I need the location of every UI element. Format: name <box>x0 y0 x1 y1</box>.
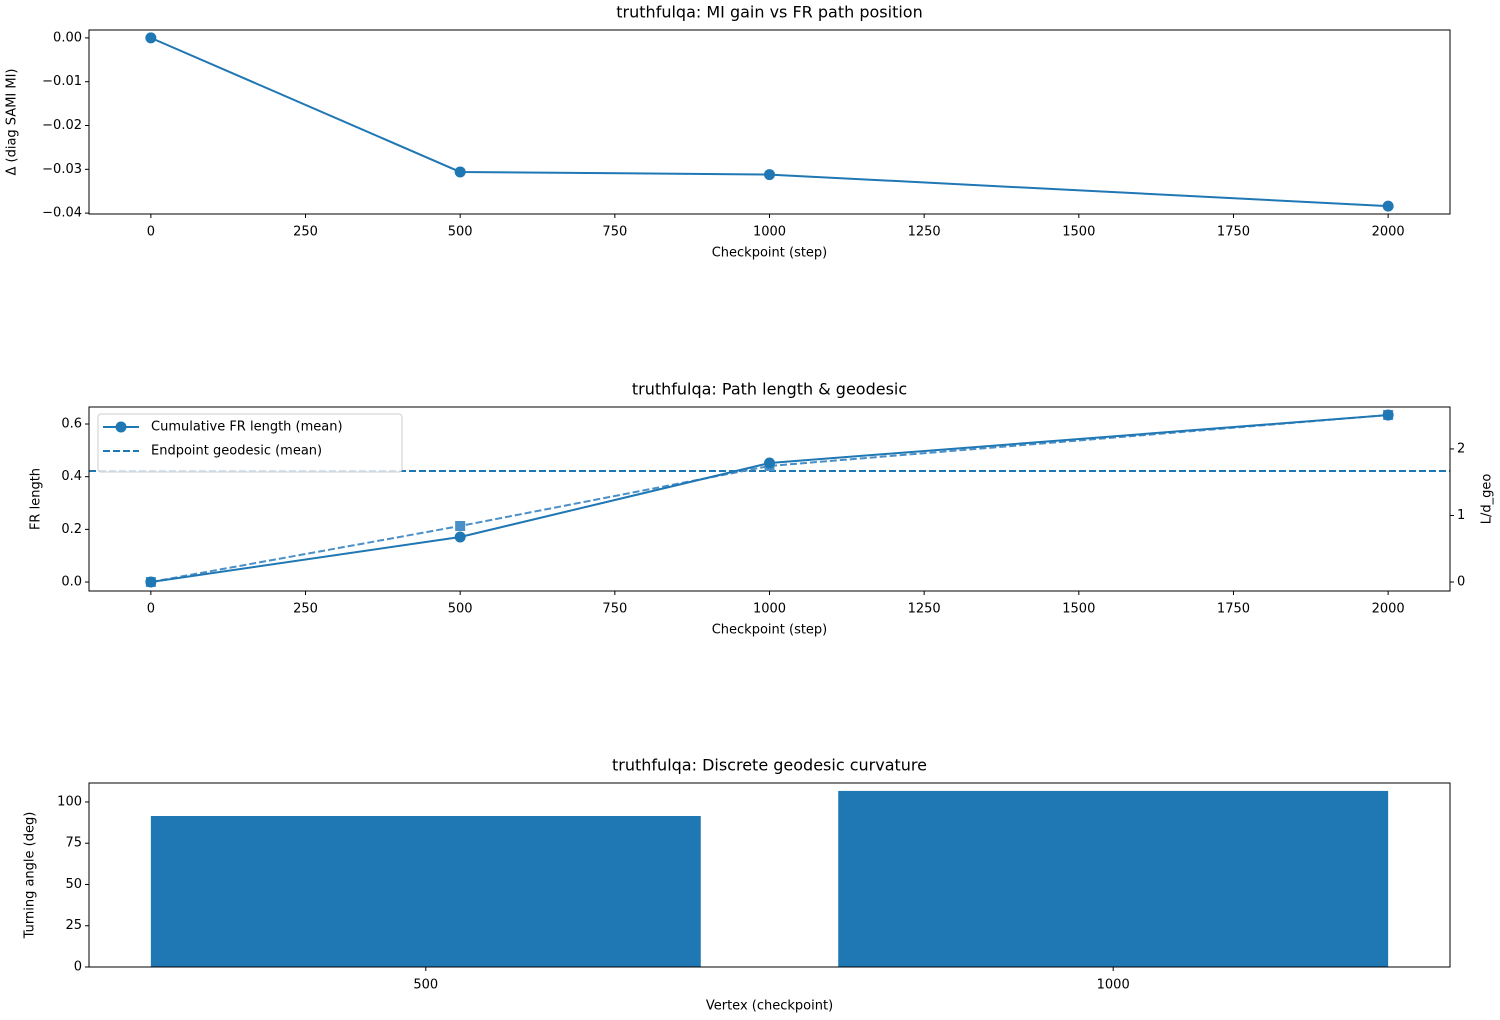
x-tick-label: 1250 <box>908 602 941 617</box>
x-tick-label: 750 <box>602 602 627 617</box>
marker <box>455 520 466 531</box>
y-tick-label: −0.04 <box>42 206 82 221</box>
x-tick-label: 0 <box>147 602 155 617</box>
x-tick-label: 500 <box>413 978 438 993</box>
legend <box>97 413 403 473</box>
y-tick-label: −0.01 <box>42 74 82 89</box>
x-tick-label: 2000 <box>1372 225 1405 240</box>
x-tick-label: 0 <box>147 225 155 240</box>
legend-label: Endpoint geodesic (mean) <box>151 444 322 459</box>
chart-title: truthfulqa: MI gain vs FR path position <box>616 3 922 22</box>
y-axis-label: FR length <box>29 468 44 530</box>
chart-title: truthfulqa: Path length & geodesic <box>632 380 907 399</box>
x-tick-label: 1000 <box>753 225 786 240</box>
marker <box>764 169 775 181</box>
x-axis-label: Checkpoint (step) <box>712 246 828 261</box>
axes-frame <box>88 406 1451 592</box>
y2-tick-label: 2 <box>1457 441 1465 456</box>
marker <box>454 531 466 543</box>
x-tick-label: 250 <box>293 225 318 240</box>
y-tick-label: 0.6 <box>61 417 82 432</box>
legend-label: Cumulative FR length (mean) <box>151 420 343 435</box>
x-tick-label: 750 <box>602 225 627 240</box>
y-tick-label: 0.4 <box>61 469 82 484</box>
series-line <box>150 413 1389 583</box>
marker <box>145 32 157 44</box>
x-tick-label: 500 <box>448 225 473 240</box>
y-axis-label: Turning angle (deg) <box>23 812 38 940</box>
legend-marker <box>115 421 127 433</box>
x-tick-label: 250 <box>293 602 318 617</box>
y2-tick-label: 0 <box>1457 575 1465 590</box>
x-tick-label: 1000 <box>753 602 786 617</box>
x-axis-label: Vertex (checkpoint) <box>706 999 833 1014</box>
y-tick-label: −0.03 <box>42 162 82 177</box>
y-tick-label: 25 <box>65 918 82 933</box>
x-tick-label: 1000 <box>1097 978 1130 993</box>
y-axis-label: Δ (diag SAMI MI) <box>5 68 20 175</box>
series-line <box>150 36 1389 208</box>
y-tick-label: 0 <box>74 960 82 975</box>
y-tick-label: 50 <box>65 877 82 892</box>
marker <box>454 166 466 178</box>
y-tick-label: 0.2 <box>61 522 82 537</box>
x-axis-label: Checkpoint (step) <box>712 623 828 638</box>
x-tick-label: 500 <box>448 602 473 617</box>
bar <box>150 816 701 967</box>
y-tick-label: 0.0 <box>61 575 82 590</box>
x-tick-label: 1750 <box>1217 602 1250 617</box>
y-tick-label: 0.00 <box>53 30 82 45</box>
marker <box>1382 409 1394 421</box>
y-tick-label: 75 <box>65 836 82 851</box>
marker <box>764 457 775 469</box>
x-tick-label: 1500 <box>1062 225 1095 240</box>
chart-title: truthfulqa: Discrete geodesic curvature <box>612 756 927 775</box>
y-tick-label: −0.02 <box>42 118 82 133</box>
bar <box>838 790 1389 967</box>
x-tick-label: 1250 <box>908 225 941 240</box>
x-tick-label: 1750 <box>1217 225 1250 240</box>
series-line <box>150 414 1389 584</box>
x-tick-label: 1500 <box>1062 602 1095 617</box>
y2-axis-label: L/d_geo <box>1480 474 1495 525</box>
axes-frame <box>88 29 1451 215</box>
axes-frame <box>88 782 1451 968</box>
y-tick-label: 100 <box>57 794 82 809</box>
x-tick-label: 2000 <box>1372 602 1405 617</box>
marker <box>145 576 157 588</box>
marker <box>1382 200 1394 212</box>
y2-tick-label: 1 <box>1457 508 1465 523</box>
